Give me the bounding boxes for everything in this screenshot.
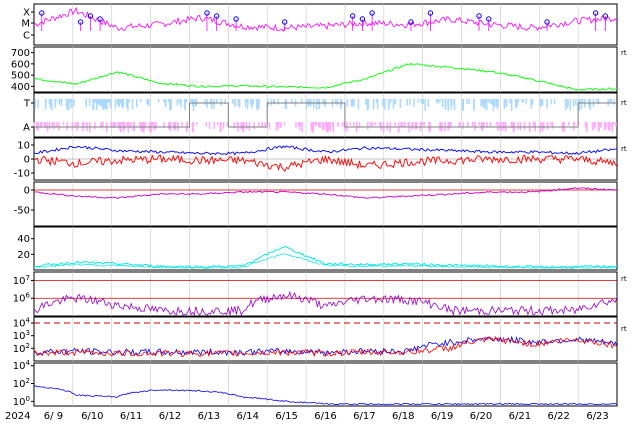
flare-peak-marker [87,13,94,19]
flare-class-tick: C [23,31,30,42]
dst-tick: 0 [24,186,30,197]
x-tick-label: 6/ 9 [44,411,63,422]
flare-peak-marker [408,19,414,25]
x-tick-label: 6/23 [586,411,608,422]
x-tick-label: 6/10 [81,411,103,422]
flare-peak-marker [369,10,375,16]
right-mark: rt [621,325,627,333]
flare-peak-marker [281,19,288,25]
imf-bt-line [33,145,618,156]
panel-frame [33,181,618,227]
x-tick-label: 6/14 [237,411,259,422]
panel-frame [33,3,618,46]
flare-peak-marker [350,13,356,19]
imf-tick: 10 [17,141,30,152]
x-axis-date-labels: 6/ 9 6/10 6/11 6/12 6/13 6/14 6/15 6/16 6/17 6/18… [44,411,609,422]
flare-peak-marker [476,13,482,19]
flare-peak-marker [602,13,609,19]
dst-line [33,186,618,199]
electron-tick-1e6: 106 [13,292,31,305]
panel-frame [33,226,618,271]
flare-peak-marker [544,19,550,25]
flare-peak-marker [213,13,220,19]
low-energy-proton-line [33,385,618,406]
sector-tick-a: A [23,123,30,134]
lowp-tick-1e4: 104 [13,359,31,372]
wind-speed-tick: 600 [11,59,30,70]
lowp-tick-1e2: 102 [13,377,30,390]
x-tick-label: 6/19 [431,411,453,422]
proton-tick-1e3: 103 [13,329,30,342]
x-axis-year-label: 2024 [5,411,30,422]
panel-plots [33,6,618,406]
ae-tick: 40 [17,234,30,245]
electron-tick-1e7: 107 [13,274,30,287]
flare-class-tick: X [23,8,30,19]
flare-class-tick: M [21,19,30,30]
electron-flux-line [33,290,618,317]
panel-frame [33,271,618,317]
flare-peak-marker [427,10,434,16]
panel-frame [33,316,618,362]
panel-frame [33,46,618,93]
x-tick-label: 6/11 [120,411,142,422]
panel-frames [33,3,618,407]
x-tick-label: 6/18 [392,411,414,422]
x-tick-label: 6/22 [547,411,569,422]
x-tick-label: 6/17 [353,411,375,422]
sector-tick-t: T [23,99,31,110]
right-side-marks: rt rt rt rt rt [621,49,627,333]
ae-line-secondary [33,253,618,269]
ae-line [33,245,618,269]
flare-peak-marker [233,16,239,22]
flare-peak-marker [97,16,103,22]
sector-step-line [34,102,617,128]
right-mark: rt [621,145,627,153]
ae-tick: 20 [17,250,30,261]
proton-tick-1e4: 104 [13,317,31,330]
wind-speed-line [33,62,618,91]
panel-frame [33,92,618,138]
flare-flux-line [33,6,618,32]
right-mark: rt [621,99,627,107]
flare-peak-marker [77,19,84,25]
flare-peak-marker [359,16,366,22]
x-tick-label: 6/12 [159,411,181,422]
wind-speed-tick: 500 [11,71,30,82]
dst-tick: -50 [14,206,30,217]
proton-flux-red-line [33,335,618,358]
right-mark: rt [621,49,627,57]
x-tick-label: 6/16 [314,411,336,422]
imf-tick: 0 [24,155,30,166]
wind-speed-tick: 400 [11,82,30,93]
imf-tick: -10 [14,169,30,180]
panel-frame [33,362,618,407]
imf-bz-line [33,154,618,172]
proton-tick-1e2: 102 [13,342,30,355]
flare-peak-marker [39,10,45,16]
proton-flux-blue-line [33,335,618,357]
x-tick-label: 6/21 [509,411,531,422]
wind-speed-tick: 700 [11,48,30,59]
flare-peak-marker [204,10,210,16]
x-tick-label: 6/15 [275,411,297,422]
right-mark: rt [621,275,627,283]
x-tick-label: 6/20 [470,411,492,422]
x-tick-label: 6/13 [198,411,220,422]
flare-peak-marker [592,10,599,16]
lowp-tick-1e0: 100 [13,395,30,408]
flare-peak-marker [486,16,492,22]
